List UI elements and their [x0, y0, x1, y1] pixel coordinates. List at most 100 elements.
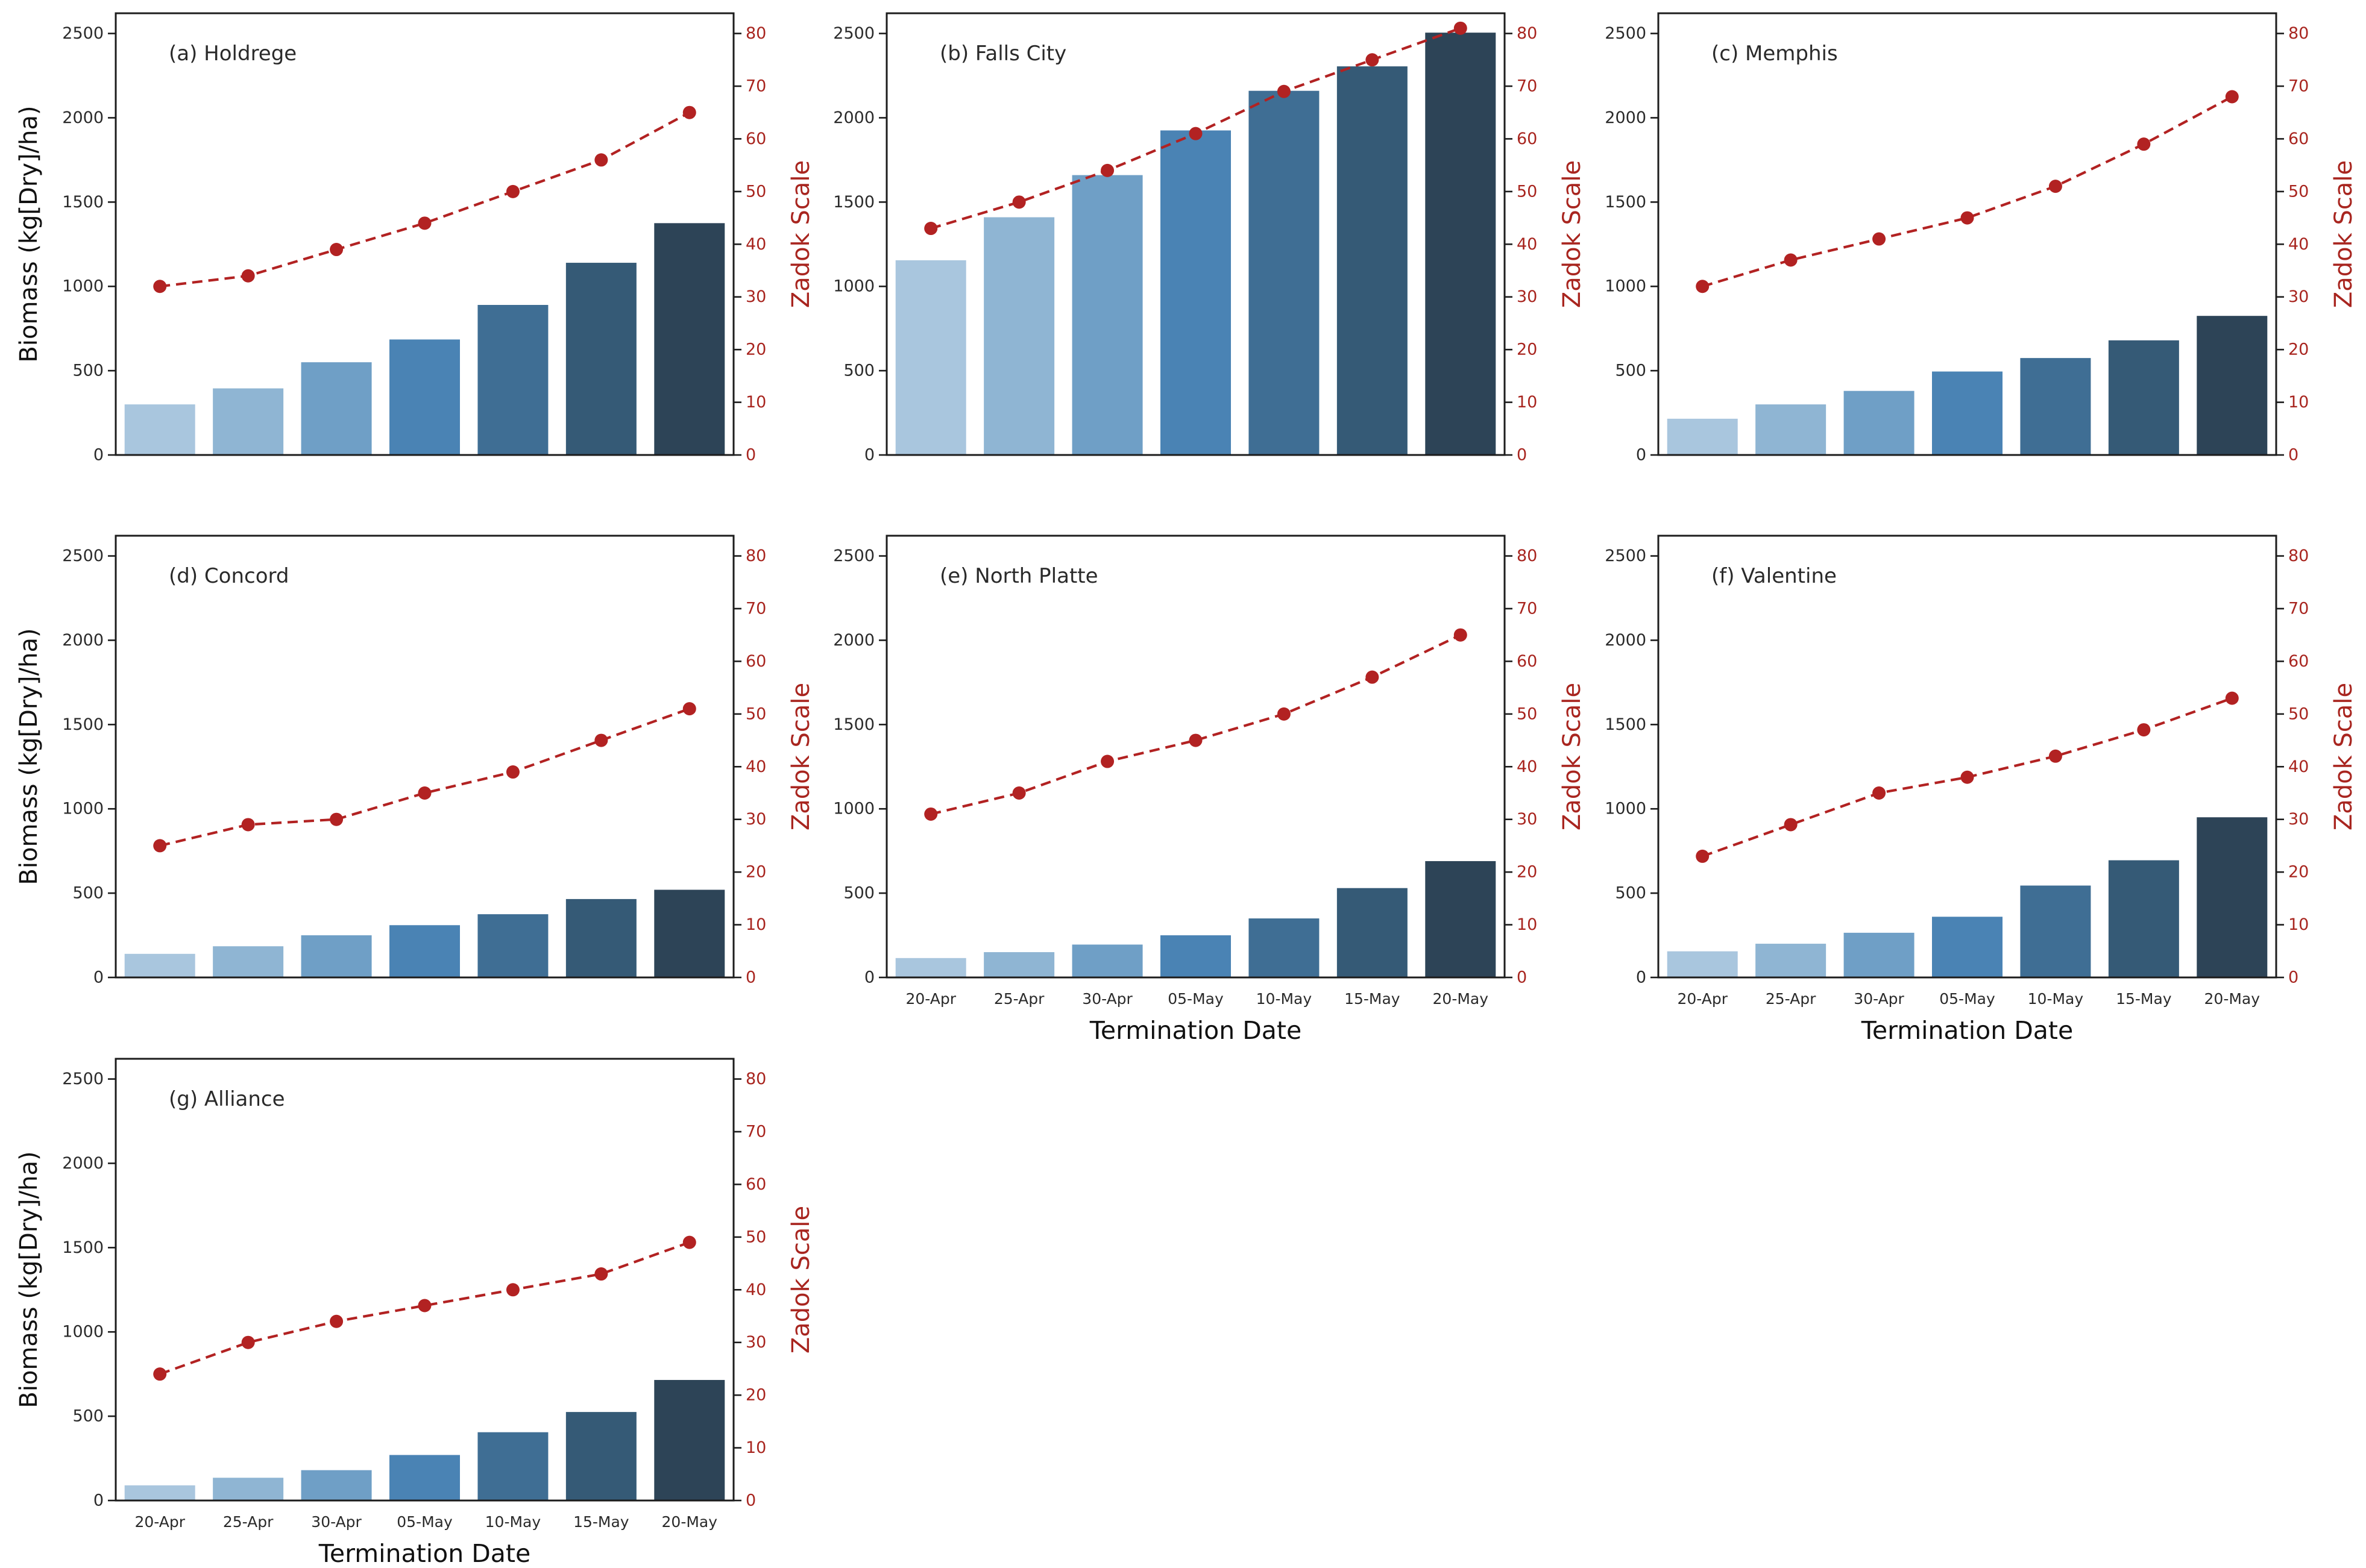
x-tick-label: 05-May: [1168, 990, 1224, 1008]
right-tick-label: 70: [2288, 600, 2309, 618]
zadok-marker: [2137, 137, 2151, 151]
left-axis-label: Biomass (kg[Dry]/ha): [15, 105, 43, 362]
right-tick-label: 70: [2288, 77, 2309, 96]
biomass-bar: [124, 1485, 195, 1501]
subplot-e: 0 500 1000 1500 2000 2500 0 10 20 30 40 50 60 70 80 (e)…: [833, 535, 1586, 1045]
zadok-marker: [924, 807, 938, 821]
biomass-bar: [1843, 390, 1915, 455]
x-tick-label: 30-Apr: [311, 1513, 362, 1531]
zadok-marker: [418, 1299, 432, 1312]
right-axis-label: Zadok Scale: [1558, 683, 1586, 830]
zadok-marker: [682, 702, 696, 716]
zadok-marker: [241, 1335, 255, 1349]
right-tick-label: 30: [746, 287, 766, 306]
zadok-marker: [153, 1367, 167, 1381]
right-axis-label: Zadok Scale: [2330, 683, 2358, 830]
biomass-bar: [1932, 917, 2003, 977]
left-tick-label: 0: [864, 968, 875, 987]
biomass-bar: [2020, 885, 2091, 977]
subplot-title: (d) Concord: [169, 564, 289, 588]
x-tick-label: 20-Apr: [905, 990, 956, 1008]
zadok-marker: [418, 216, 432, 230]
right-tick-label: 40: [746, 1281, 766, 1299]
subplot-title: (a) Holdrege: [169, 42, 297, 66]
axes-box: [115, 1058, 735, 1502]
axes-box: [1657, 12, 2277, 456]
x-tick-label: 20-Apr: [134, 1513, 185, 1531]
zadok-marker: [1189, 127, 1203, 140]
right-tick-label: 20: [1517, 863, 1537, 882]
zadok-marker: [241, 818, 255, 832]
biomass-bar: [1336, 888, 1408, 977]
biomass-bar: [1072, 175, 1143, 455]
biomass-bar: [2020, 358, 2091, 455]
left-tick-label: 1500: [833, 715, 875, 734]
right-tick-label: 20: [746, 340, 766, 359]
biomass-bar: [984, 952, 1055, 977]
left-tick-label: 2000: [62, 108, 104, 127]
zadok-marker: [1784, 818, 1798, 832]
biomass-bar: [1336, 66, 1408, 455]
zadok-marker: [506, 184, 520, 198]
zadok-marker: [682, 1235, 696, 1249]
zadok-marker: [1960, 211, 1974, 225]
right-tick-label: 10: [1517, 393, 1537, 412]
left-tick-label: 500: [1615, 884, 1646, 903]
right-tick-label: 50: [746, 1228, 766, 1246]
right-tick-label: 50: [746, 704, 766, 723]
subplot-title: (f) Valentine: [1711, 564, 1837, 588]
zadok-marker: [506, 765, 520, 779]
biomass-bar: [1667, 418, 1738, 455]
right-tick-label: 30: [2288, 287, 2309, 306]
x-tick-label: 10-May: [2028, 990, 2084, 1008]
axes-box: [115, 535, 735, 979]
left-tick-label: 500: [1615, 362, 1646, 380]
biomass-bar: [2108, 860, 2179, 977]
zadok-marker: [1872, 232, 1886, 246]
left-tick-label: 2000: [1605, 108, 1646, 127]
left-tick-label: 0: [93, 1491, 104, 1510]
zadok-marker: [924, 222, 938, 236]
zadok-marker: [153, 280, 167, 293]
right-axis-label: Zadok Scale: [1558, 160, 1586, 308]
left-tick-label: 2000: [833, 108, 875, 127]
right-tick-label: 40: [1517, 235, 1537, 254]
zadok-marker: [1101, 754, 1115, 768]
biomass-bar: [1843, 932, 1915, 977]
zadok-marker: [1012, 786, 1026, 800]
x-axis-label: Termination Date: [1089, 1016, 1301, 1045]
biomass-bar: [1755, 404, 1826, 455]
right-tick-label: 30: [746, 810, 766, 829]
left-tick-label: 2000: [62, 631, 104, 650]
subplot-b: 0 500 1000 1500 2000 2500 0 10 20 30 40 50 60 70 80 (b)…: [833, 12, 1586, 465]
left-tick-label: 500: [72, 362, 104, 380]
zadok-marker: [330, 243, 344, 257]
left-tick-label: 0: [1636, 968, 1646, 987]
biomass-bar: [654, 223, 725, 455]
zadok-marker: [1453, 628, 1467, 642]
zadok-line: [159, 707, 690, 847]
left-axis-label: Biomass (kg[Dry]/ha): [15, 1151, 43, 1408]
left-tick-label: 1500: [62, 1238, 104, 1257]
biomass-bar: [654, 1379, 725, 1501]
zadok-marker: [1696, 280, 1710, 293]
zadok-marker: [241, 269, 255, 283]
biomass-bar: [301, 935, 372, 977]
right-tick-label: 60: [2288, 652, 2309, 671]
right-tick-label: 50: [746, 182, 766, 201]
x-tick-label: 15-May: [1344, 990, 1400, 1008]
right-tick-label: 70: [1517, 600, 1537, 618]
left-tick-label: 1000: [1605, 277, 1646, 296]
right-tick-label: 10: [746, 1438, 766, 1457]
right-tick-label: 80: [2288, 547, 2309, 565]
biomass-bar: [301, 362, 372, 455]
biomass-bar: [389, 339, 460, 455]
left-tick-label: 1500: [833, 193, 875, 212]
biomass-bar: [2197, 316, 2268, 455]
right-tick-label: 0: [2288, 446, 2298, 465]
right-tick-label: 40: [2288, 757, 2309, 776]
biomass-bar: [213, 388, 284, 455]
x-tick-label: 15-May: [2116, 990, 2172, 1008]
right-tick-label: 0: [746, 446, 756, 465]
x-tick-label: 25-Apr: [223, 1513, 274, 1531]
